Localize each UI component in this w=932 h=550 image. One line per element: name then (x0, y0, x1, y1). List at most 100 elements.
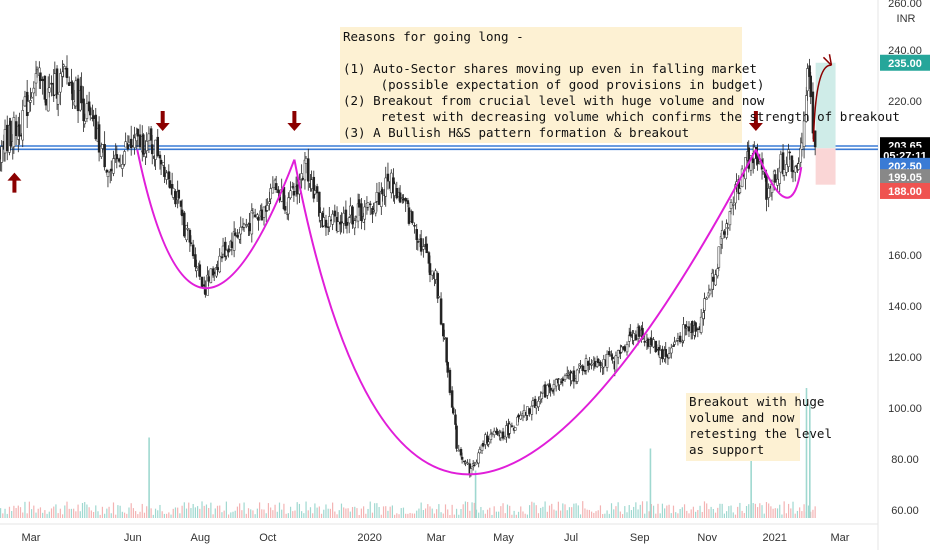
volume-spike (809, 404, 811, 518)
candle-body (505, 425, 508, 438)
volume-bar (234, 510, 236, 518)
volume-bar (562, 503, 564, 518)
candle-body (459, 449, 463, 456)
candle-body (301, 178, 304, 180)
x-tick-label: Mar (427, 532, 446, 544)
volume-bar (630, 510, 633, 518)
candle-body (731, 204, 735, 206)
volume-bar (340, 503, 343, 518)
volume-bar (447, 509, 449, 518)
candle-body (702, 312, 705, 319)
volume-bar (650, 503, 652, 518)
volume-bar (179, 513, 181, 518)
volume-bar (602, 514, 604, 518)
volume-bar (241, 510, 243, 518)
candle-body (546, 384, 549, 396)
candle-body (149, 128, 153, 141)
candle-body (232, 231, 236, 251)
volume-bar (522, 511, 524, 518)
price-axis[interactable]: 260.00 240.00 220.00 160.00 140.00 120.00 100.… (888, 0, 922, 517)
volume-bar (325, 504, 327, 518)
volume-bar (42, 512, 44, 518)
candle-body (218, 255, 221, 273)
candle-body (180, 209, 184, 217)
volume-bar (174, 507, 177, 518)
volume-bar (473, 502, 475, 518)
candle-body (310, 179, 313, 189)
volume-bar (37, 508, 39, 518)
volume-bar (593, 512, 595, 518)
volume-bar (710, 506, 712, 518)
volume-bar (697, 510, 699, 518)
volume-bar (270, 507, 272, 518)
volume-bar (68, 508, 70, 518)
volume-bar (88, 507, 90, 518)
candle-body (76, 78, 80, 112)
candle-body (791, 170, 795, 173)
currency-label[interactable]: INR (897, 13, 916, 25)
volume-bar (258, 502, 261, 518)
down-arrow-icon (287, 111, 302, 132)
volume-bar (338, 510, 340, 518)
candle-body (422, 246, 425, 250)
candle-body (108, 171, 112, 173)
volume-bar (708, 509, 710, 518)
candle-body (97, 124, 101, 153)
volume-bar (117, 505, 119, 518)
time-axis[interactable]: Mar Jun Aug Oct 2020 Mar May Jul Sep Nov 2021 Mar (22, 532, 850, 544)
candle-body (372, 209, 375, 212)
volume-bar (422, 509, 424, 518)
volume-bar (444, 504, 447, 518)
volume-bar (706, 503, 708, 518)
candle-body (185, 225, 188, 241)
volume-bar (458, 514, 460, 518)
candle-body (475, 461, 478, 465)
volume-bar (438, 504, 440, 518)
candle-body (572, 370, 576, 382)
candle-body (658, 350, 662, 358)
volume-bar (385, 506, 387, 518)
candle-body (142, 134, 145, 155)
candle-body (200, 276, 204, 288)
volume-bar (743, 513, 745, 518)
candle-body (212, 271, 216, 275)
volume-bar (185, 508, 188, 518)
volume-bar (546, 511, 548, 518)
volume-bar (799, 507, 801, 518)
candle-body (67, 82, 71, 86)
volume-bar (70, 508, 73, 518)
long-position-box[interactable] (815, 62, 836, 185)
candle-body (774, 174, 777, 183)
volume-bar (500, 506, 502, 518)
x-tick-label: 2021 (762, 532, 786, 544)
candle-body (74, 80, 78, 107)
candle-body (177, 189, 181, 199)
candle-body (106, 171, 110, 178)
volume-bar (356, 508, 358, 518)
candle-body (85, 103, 89, 119)
volume-bar (672, 505, 675, 518)
x-tick-label: Oct (259, 532, 276, 544)
candle-body (88, 107, 92, 116)
volume-bar (343, 507, 345, 518)
candle-body (593, 361, 597, 367)
candle-body (115, 154, 119, 160)
volume-bar (141, 503, 143, 518)
volume-bar (19, 507, 22, 518)
volume-bar (739, 502, 741, 518)
candle-body (425, 243, 428, 254)
candle-body (406, 200, 410, 204)
candle-body (714, 274, 717, 286)
candle-body (32, 87, 36, 94)
volume-bars (0, 388, 816, 518)
volume-bar (281, 509, 283, 518)
volume-bar (227, 514, 230, 518)
volume-bar (216, 505, 219, 518)
volume-bar (365, 513, 367, 518)
volume-bar (741, 510, 743, 518)
candle-body (56, 94, 60, 105)
candle-body (154, 139, 157, 160)
candle-body (490, 433, 494, 435)
volume-bar (106, 508, 108, 518)
